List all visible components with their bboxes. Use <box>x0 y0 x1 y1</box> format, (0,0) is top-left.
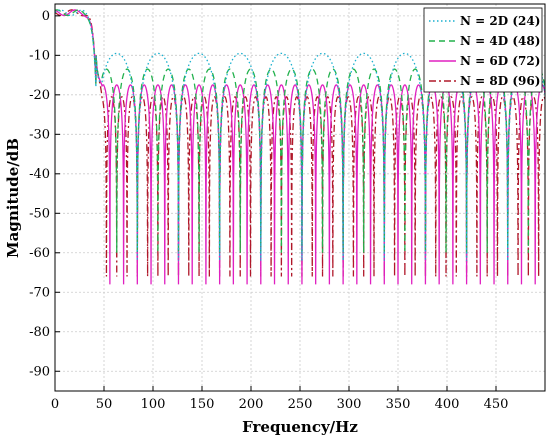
legend-label: N = 6D (72) <box>460 54 540 68</box>
y-axis: 0 -10 -20 -30 -40 -50 -60 -70 -80 -90 <box>29 9 60 379</box>
x-tick-label: 100 <box>141 397 166 412</box>
x-tick-label: 250 <box>288 397 313 412</box>
y-tick-label: -90 <box>29 364 50 379</box>
legend: N = 2D (24) N = 4D (48) N = 6D (72) N = 8D … <box>423 7 543 93</box>
x-tick-label: 50 <box>96 397 113 412</box>
y-tick-label: -40 <box>29 167 50 182</box>
y-tick-label: 0 <box>42 9 50 24</box>
legend-label: N = 2D (24) <box>460 14 540 28</box>
y-tick-label: -70 <box>29 285 50 300</box>
x-tick-label: 300 <box>337 397 362 412</box>
x-tick-label: 450 <box>484 397 509 412</box>
x-axis-title: Frequency/Hz <box>242 418 358 436</box>
y-tick-label: -30 <box>29 127 50 142</box>
y-tick-label: -50 <box>29 206 50 221</box>
y-tick-label: -60 <box>29 246 50 261</box>
x-tick-label: 150 <box>190 397 215 412</box>
x-tick-label: 200 <box>239 397 264 412</box>
legend-label: N = 4D (48) <box>460 34 540 48</box>
series-layer <box>55 9 545 285</box>
y-tick-label: -10 <box>29 48 50 63</box>
series-line <box>55 9 545 261</box>
x-tick-label: 0 <box>51 397 59 412</box>
y-axis-title: Magnitude/dB <box>4 138 22 258</box>
legend-box <box>423 7 543 93</box>
x-tick-label: 400 <box>435 397 460 412</box>
x-axis: 0 50 100 150 200 250 300 350 400 450 <box>51 386 509 412</box>
legend-label: N = 8D (96) <box>460 74 540 88</box>
x-tick-label: 350 <box>386 397 411 412</box>
y-tick-label: -80 <box>29 325 50 340</box>
y-tick-label: -20 <box>29 88 50 103</box>
